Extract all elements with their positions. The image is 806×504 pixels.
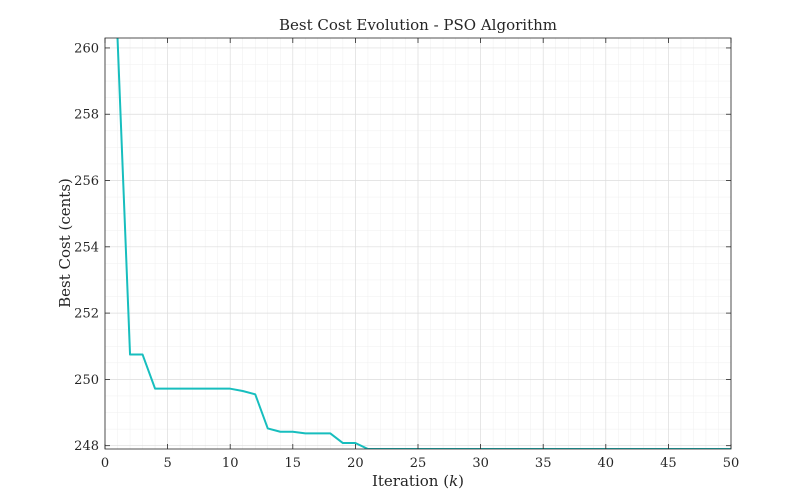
x-axis-title-suffix: ) (458, 472, 464, 490)
x-tick-label: 15 (285, 456, 302, 471)
x-tick-label: 40 (598, 456, 615, 471)
series-layer (116, 38, 731, 449)
y-tick-label: 252 (74, 307, 99, 322)
x-tick-label: 0 (101, 456, 109, 471)
x-tick-label: 35 (535, 456, 552, 471)
y-tick-label: 256 (74, 174, 99, 189)
y-axis-title: Best Cost (cents) (56, 178, 74, 308)
x-tick-label: 30 (472, 456, 489, 471)
x-tick-label: 25 (410, 456, 427, 471)
y-tick-labels: 248 250 252 254 256 258 260 (74, 41, 99, 454)
x-tick-label: 20 (347, 456, 364, 471)
y-tick-label: 250 (74, 373, 99, 388)
y-tick-label: 248 (74, 439, 99, 454)
x-tick-label: 5 (163, 456, 171, 471)
y-tick-label: 260 (74, 41, 99, 56)
y-tick-label: 258 (74, 108, 99, 123)
x-axis-title-prefix: Iteration ( (372, 472, 449, 490)
x-tick-label: 10 (222, 456, 239, 471)
x-tick-label: 50 (723, 456, 740, 471)
series-line-1 (116, 38, 731, 449)
x-axis-title-variable: k (449, 472, 458, 490)
x-tick-labels: 0 5 10 15 20 25 30 35 40 45 50 (101, 456, 739, 471)
y-tick-label: 254 (74, 240, 99, 255)
x-axis-title: Iteration (k) (372, 472, 464, 490)
x-tick-label: 45 (660, 456, 677, 471)
chart-title: Best Cost Evolution - PSO Algorithm (279, 16, 557, 34)
ticks (104, 38, 732, 449)
